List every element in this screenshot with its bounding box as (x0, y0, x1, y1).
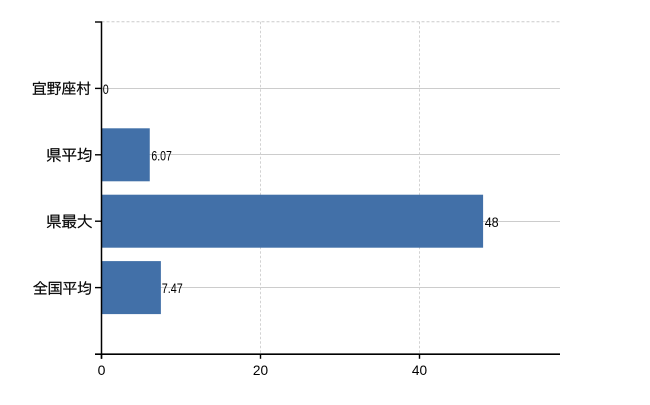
svg-text:0: 0 (103, 81, 109, 97)
svg-text:20: 20 (253, 362, 268, 378)
svg-text:40: 40 (412, 362, 427, 378)
svg-text:0: 0 (98, 362, 106, 378)
svg-text:7.47: 7.47 (162, 280, 183, 296)
svg-text:48: 48 (485, 214, 499, 230)
svg-text:6.07: 6.07 (151, 147, 172, 163)
